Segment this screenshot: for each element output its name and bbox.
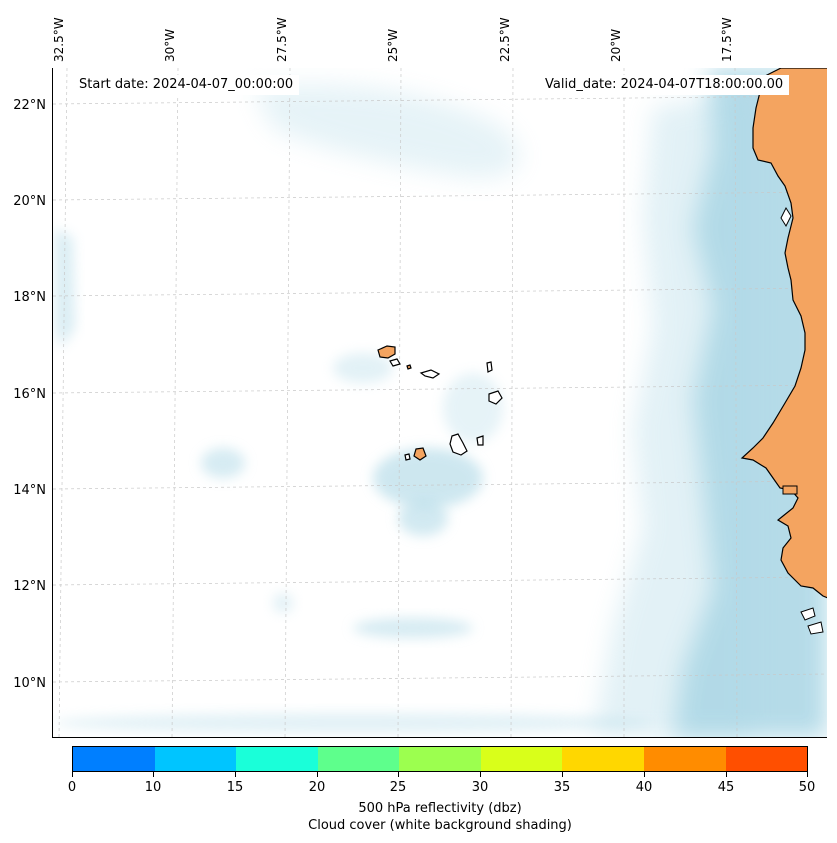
colorbar-segment [236, 747, 318, 771]
colorbar-tick [398, 772, 399, 777]
colorbar-tick-label: 25 [389, 780, 407, 795]
lon-label-30w: 30°W [163, 28, 177, 62]
africa-landmass [740, 68, 827, 599]
colorbar-tick [153, 772, 154, 777]
lat-label-14n: 14°N [13, 483, 46, 498]
island-maio [476, 435, 484, 446]
colorbar-segment [73, 747, 155, 771]
lat-label-22n: 22°N [13, 98, 46, 113]
lon-label-17-5w: 17.5°W [720, 17, 734, 62]
colorbar-tick [726, 772, 727, 777]
lat-label-18n: 18°N [13, 290, 46, 305]
colorbar-tick-label: 10 [144, 780, 162, 795]
colorbar-tick [72, 772, 73, 777]
colorbar-tick-label: 35 [553, 780, 571, 795]
cloud-band-coastal-outer [593, 88, 753, 737]
colorbar-segment [643, 747, 726, 771]
lat-label-10n: 10°N [13, 676, 46, 691]
colorbar-tick-label: 50 [798, 780, 816, 795]
cloud-west-patch [201, 448, 245, 478]
colorbar-tick [480, 772, 481, 777]
lon-label-25w: 25°W [386, 28, 400, 62]
cape-verde-islands [377, 345, 503, 461]
gridlines [53, 68, 827, 737]
coast-bay-notch [780, 206, 792, 228]
island-santa-luzia [406, 364, 412, 370]
colorbar-segment [154, 747, 237, 771]
reflectivity-colorbar [72, 746, 808, 772]
colorbar-tick [235, 772, 236, 777]
colorbar-tick [644, 772, 645, 777]
cloud-north-islands [333, 353, 393, 383]
gridline-lon [734, 68, 738, 737]
lon-label-20w: 20°W [609, 28, 623, 62]
cloud-bottom-band [53, 713, 653, 733]
cloud-south-islands [398, 500, 448, 536]
colorbar-segment [480, 747, 563, 771]
lat-label-20n: 20°N [13, 194, 46, 209]
colorbar-tick [562, 772, 563, 777]
map-canvas [52, 68, 827, 738]
gridline-lon [284, 68, 291, 737]
colorbar-title: 500 hPa reflectivity (dbz) [358, 801, 522, 816]
colorbar-tick-label: 0 [67, 780, 77, 795]
colorbar-tick [807, 772, 808, 777]
colorbar-subtitle: Cloud cover (white background shading) [308, 818, 572, 833]
lat-label-12n: 12°N [13, 579, 46, 594]
island-sao-nicolau [419, 369, 441, 379]
gridline-lon [58, 68, 68, 737]
colorbar-segment [399, 747, 481, 771]
lon-label-22-5w: 22.5°W [498, 17, 512, 62]
colorbar-tick-label: 40 [635, 780, 653, 795]
cloud-south-band [353, 618, 473, 638]
colorbar-segment [317, 747, 400, 771]
coast-island-gambia [782, 485, 798, 495]
cloud-small-patch [273, 593, 293, 613]
island-brava [404, 453, 411, 461]
lat-label-16n: 16°N [13, 387, 46, 402]
gridline-lon [171, 68, 179, 737]
cloud-east-islands [443, 373, 503, 443]
start-date-label: Start date: 2024-04-07_00:00:00 [73, 75, 300, 95]
island-sao-vicente [389, 358, 401, 367]
lon-label-32-5w: 32.5°W [52, 17, 66, 62]
colorbar-tick-label: 45 [717, 780, 735, 795]
lon-label-27-5w: 27.5°W [275, 17, 289, 62]
colorbar-tick-label: 30 [471, 780, 489, 795]
cloud-west-strip [55, 228, 75, 348]
island-boa-vista [488, 390, 503, 405]
island-santo-antao [377, 345, 396, 359]
island-sal [486, 361, 493, 373]
valid-date-label: Valid_date: 2024-04-07T18:00:00.00 [539, 75, 790, 95]
map-svg [53, 68, 827, 737]
colorbar-tick [317, 772, 318, 777]
island-fogo [413, 447, 427, 461]
gridline-lon [510, 68, 514, 737]
island-santiago [449, 433, 468, 456]
gridline-lon [397, 68, 402, 737]
cloud-near-islands [373, 448, 483, 508]
bijagos-islands [800, 607, 824, 635]
cloud-cover-layer [53, 68, 827, 737]
colorbar-segment [725, 747, 808, 771]
colorbar-tick-label: 15 [226, 780, 244, 795]
cloud-top-band [253, 84, 520, 178]
colorbar-tick-label: 20 [308, 780, 326, 795]
colorbar-segment [562, 747, 644, 771]
